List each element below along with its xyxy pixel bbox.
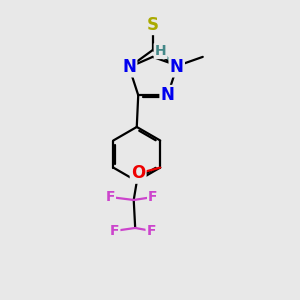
Text: F: F <box>105 190 115 204</box>
Text: F: F <box>147 224 156 238</box>
Text: S: S <box>147 16 159 34</box>
Text: H: H <box>155 44 167 58</box>
Text: O: O <box>131 164 145 182</box>
Text: N: N <box>170 58 184 76</box>
Text: F: F <box>110 224 119 238</box>
Text: N: N <box>161 86 175 104</box>
Text: N: N <box>122 58 136 76</box>
Text: F: F <box>148 190 158 204</box>
